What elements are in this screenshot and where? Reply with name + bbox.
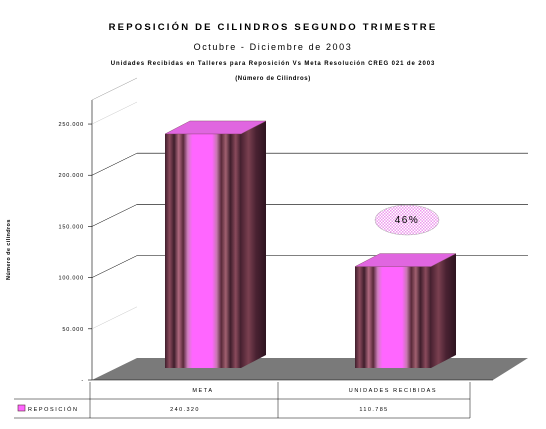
- bar-front: [355, 266, 431, 368]
- chart-floor: [92, 358, 528, 380]
- data-table: [14, 400, 474, 418]
- y-tick-label: 100.000: [59, 276, 84, 282]
- y-tick-label: 50.000: [62, 327, 84, 333]
- bar-meta: [164, 120, 267, 368]
- percentage-annotation: 46%: [374, 204, 440, 236]
- gridline-depth: [91, 255, 138, 278]
- bar-top: [164, 120, 267, 135]
- bar-side: [241, 120, 266, 368]
- y-tick-label: -: [81, 378, 84, 384]
- x-tick-label: META: [192, 388, 213, 394]
- category-labels: META UNIDADES RECIBIDAS: [192, 388, 437, 394]
- legend-swatch: [17, 404, 26, 412]
- y-tick-label: 150.000: [59, 224, 84, 230]
- wall-top-edge: [91, 77, 138, 101]
- y-tick-label: 200.000: [59, 173, 84, 179]
- data-table-grid: REPOSICIÓN 240.320 110.785: [14, 382, 471, 419]
- gridline-depth: [91, 101, 138, 125]
- chart-title: REPOSICIÓN DE CILINDROS SEGUNDO TRIMESTR…: [108, 22, 438, 33]
- gridline-depth: [91, 306, 138, 329]
- legend-label: REPOSICIÓN: [28, 406, 79, 413]
- annotation-ellipse: [374, 204, 440, 236]
- chart-subtitle: Octubre - Diciembre de 2003: [193, 42, 353, 52]
- bar-top: [354, 253, 457, 267]
- gridline-depth: [91, 204, 138, 227]
- chart-subtitle-3: (Número de Cilindros): [235, 76, 311, 82]
- y-tick-label: 250.000: [59, 122, 84, 128]
- gridline-depth: [91, 153, 138, 176]
- bar-unidades-recibidas: [354, 253, 457, 368]
- table-value: 240.320: [170, 407, 200, 413]
- x-tick-label: UNIDADES RECIBIDAS: [349, 388, 437, 394]
- table-value: 110.785: [359, 407, 388, 413]
- annotation-label: 46%: [395, 215, 420, 226]
- bar-front: [165, 133, 241, 368]
- chart-subtitle-2: Unidades Recibidas en Talleres para Repo…: [110, 61, 436, 67]
- bar-side: [431, 253, 456, 368]
